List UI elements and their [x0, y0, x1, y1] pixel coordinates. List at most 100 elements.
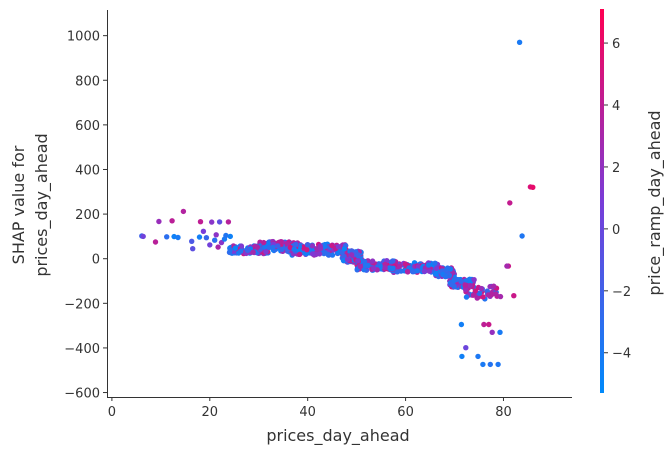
scatter-point [238, 248, 244, 254]
scatter-point [245, 247, 251, 254]
scatter-point [467, 282, 473, 289]
scatter-point [250, 249, 256, 255]
y-tick-label: 0 [92, 253, 100, 268]
x-tick-label: 60 [397, 405, 414, 420]
scatter-point [530, 184, 536, 190]
scatter-point [341, 246, 348, 252]
scatter-point [475, 353, 481, 360]
scatter-point [156, 218, 162, 225]
scatter-point [164, 234, 170, 240]
scatter-point [449, 282, 455, 288]
scatter-point [390, 258, 396, 264]
scatter-point [140, 233, 146, 240]
scatter-point [471, 277, 477, 283]
x-tick-label: 80 [495, 405, 512, 420]
y-axis-title-line-2: prices_day_ahead [32, 133, 52, 276]
scatter-point [421, 268, 427, 275]
colorbar-tick-label: 4 [612, 99, 620, 114]
scatter-point [459, 353, 465, 360]
scatter-point [348, 252, 355, 258]
scatter-point [270, 244, 276, 251]
scatter-point [458, 321, 465, 328]
scatter-point [197, 219, 204, 225]
scatter-point [215, 244, 221, 250]
scatter-point [444, 265, 451, 271]
scatter-point [474, 295, 480, 301]
y-tick-label: 200 [75, 208, 100, 223]
x-tick-label: 40 [299, 405, 316, 420]
scatter-point [495, 361, 501, 368]
y-axis-title-line-1: SHAP value for [9, 145, 28, 264]
scatter-point [453, 276, 460, 283]
scatter-point [275, 243, 281, 249]
scatter-point [305, 242, 311, 248]
scatter-point [470, 292, 477, 298]
scatter-point [432, 271, 439, 277]
scatter-point [297, 251, 303, 257]
scatter-point [209, 219, 215, 225]
scatter-point [426, 262, 432, 268]
scatter-point [463, 294, 470, 300]
scatter-point [426, 268, 433, 274]
colorbar-tick-label: 0 [612, 223, 620, 238]
scatter-point [216, 219, 223, 225]
scatter-point [487, 361, 493, 368]
scatter-point [292, 241, 299, 248]
scatter-point [480, 361, 486, 368]
scatter-point [355, 252, 361, 258]
scatter-point [326, 252, 332, 258]
scatter-point [397, 263, 403, 269]
scatter-point [480, 294, 486, 300]
scatter-point [180, 208, 187, 215]
scatter-point [357, 263, 364, 270]
scatter-point [200, 228, 207, 234]
colorbar-tick-label: 6 [612, 37, 620, 52]
colorbar-tick-label: −2 [612, 285, 631, 300]
y-tick-label: 600 [75, 119, 100, 134]
colorbar-ticks: −4 −2 0 2 4 6 [604, 37, 631, 362]
scatter-point [238, 243, 245, 249]
y-tick-label: −400 [64, 342, 100, 357]
x-tick-label: 20 [202, 405, 219, 420]
scatter-point [207, 242, 213, 248]
scatter-point [223, 232, 229, 239]
y-tick-label: −200 [64, 297, 100, 312]
scatter-point [472, 288, 479, 294]
scatter-point [462, 282, 468, 289]
scatter-point [463, 345, 469, 351]
scatter-point [254, 244, 260, 250]
scatter-point [519, 233, 525, 239]
scatter-point [511, 293, 517, 299]
scatter-point [489, 329, 495, 335]
y-tick-label: 1000 [67, 30, 100, 45]
scatter-point [266, 244, 272, 251]
scatter-point [493, 291, 499, 297]
scatter-point [287, 244, 293, 251]
scatter-point [169, 218, 175, 224]
scatter-point [175, 234, 181, 241]
y-axis-ticks: −600 −400 −200 0 200 400 600 800 1000 [64, 30, 107, 402]
scatter-point [486, 321, 492, 328]
scatter-point [322, 243, 328, 250]
colorbar-tick-label: −4 [612, 347, 631, 362]
scatter-point [213, 232, 219, 238]
scatter-point [414, 268, 420, 274]
scatter-point [261, 239, 267, 246]
scatter-point [432, 260, 438, 266]
scatter-point [203, 235, 210, 241]
plot-area: 0 20 40 60 80 −600 −400 −200 0 200 400 600 800 1000 [64, 10, 572, 420]
scatter-point [355, 258, 361, 264]
scatter-point [263, 249, 269, 255]
scatter-point [212, 237, 218, 243]
scatter-point [491, 283, 497, 289]
scatter-point [335, 244, 342, 250]
scatter-point [340, 257, 347, 264]
scatter-point [443, 273, 449, 279]
scatter-point [309, 243, 315, 249]
scatter-point [394, 269, 400, 275]
x-tick-label: 0 [108, 405, 116, 420]
scatter-point [190, 246, 196, 252]
scatter-point [478, 285, 485, 292]
scatter-point [227, 247, 233, 253]
